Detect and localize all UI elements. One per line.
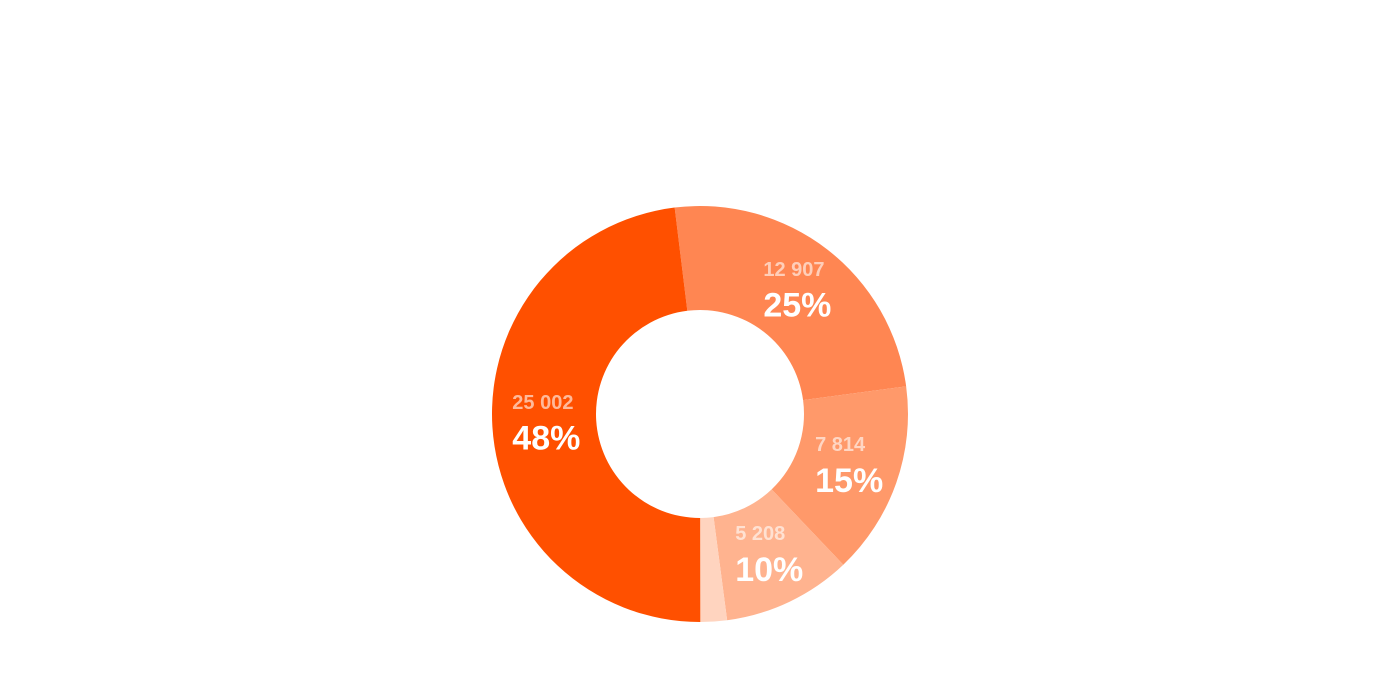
percent-label: 10% <box>735 551 803 589</box>
value-label: 7 814 <box>815 434 866 456</box>
donut-slice <box>674 206 907 401</box>
donut-slice <box>713 489 844 621</box>
percent-label: 25% <box>763 287 831 325</box>
value-label: 12 907 <box>763 259 824 281</box>
percent-label: 15% <box>815 462 883 500</box>
value-label: 5 208 <box>735 523 785 545</box>
value-label: 25 002 <box>512 392 573 414</box>
percent-label: 48% <box>512 420 580 458</box>
donut-slice <box>771 386 908 565</box>
donut-slice <box>700 517 728 622</box>
donut-slice <box>491 207 701 622</box>
